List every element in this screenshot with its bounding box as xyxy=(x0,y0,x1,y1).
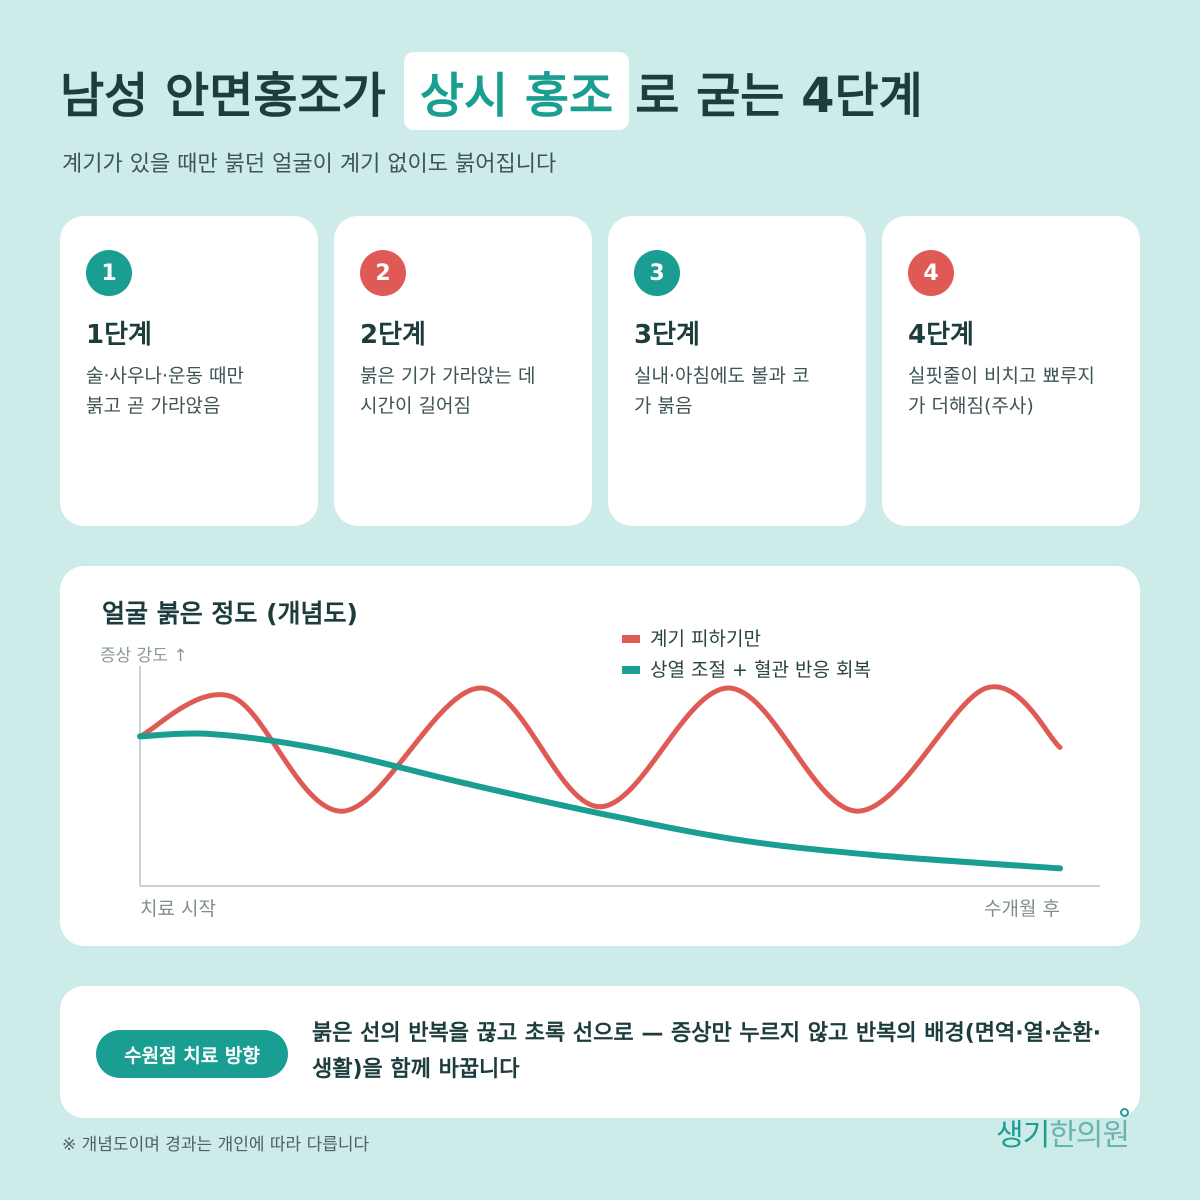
logo-part-2: 한의원 xyxy=(1049,1118,1130,1153)
page-subtitle: 계기가 있을 때만 붉던 얼굴이 계기 없이도 붉어집니다 xyxy=(62,152,557,177)
logo-part-1: 생기 xyxy=(996,1118,1050,1153)
title-highlight: 상시 홍조 xyxy=(403,52,630,130)
step-number-badge: 3 xyxy=(634,250,680,296)
x-axis-start-label: 치료 시작 xyxy=(140,898,216,920)
step-number-badge: 2 xyxy=(360,250,406,296)
page-title: 남성 안면홍조가 상시 홍조 로 굳는 4단계 xyxy=(60,52,923,130)
series-line-heat-and-vessel-recovery xyxy=(137,730,1063,872)
step-card-2: 2 2단계 붉은 기가 가라앉는 데 시간이 길어짐 xyxy=(334,216,592,526)
step-description: 실핏줄이 비치고 뾰루지 가 더해짐(주사) xyxy=(908,361,1114,421)
logo-dot-icon xyxy=(1120,1108,1129,1117)
step-title: 1단계 xyxy=(86,320,152,350)
step-card-4: 4 4단계 실핏줄이 비치고 뾰루지 가 더해짐(주사) xyxy=(882,216,1140,526)
step-card-3: 3 3단계 실내·아침에도 볼과 코 가 붉음 xyxy=(608,216,866,526)
chart-title: 얼굴 붉은 정도 (개념도) xyxy=(102,599,358,628)
step-description-line: 실핏줄이 비치고 뾰루지 xyxy=(908,365,1095,387)
x-axis-end-label: 수개월 후 xyxy=(984,898,1060,920)
chart-card: 얼굴 붉은 정도 (개념도) 증상 강도 ↑ 치료 시작 수개월 후 계기 피하… xyxy=(60,566,1140,946)
chart-legend: 계기 피하기만 상열 조절 + 혈관 반응 회복 xyxy=(622,628,871,681)
y-axis-label: 증상 강도 ↑ xyxy=(100,646,188,666)
step-description-line: 술·사우나·운동 때만 xyxy=(86,365,244,387)
step-title: 2단계 xyxy=(360,320,426,350)
step-description: 술·사우나·운동 때만 붉고 곧 가라앉음 xyxy=(86,361,292,421)
step-description: 실내·아침에도 볼과 코 가 붉음 xyxy=(634,361,840,421)
step-description-line: 가 더해짐(주사) xyxy=(908,395,1034,417)
brand-logo: 생기한의원 xyxy=(996,1110,1130,1154)
title-text-before: 남성 안면홍조가 xyxy=(60,68,386,124)
step-number-badge: 1 xyxy=(86,250,132,296)
step-title: 3단계 xyxy=(634,320,700,350)
step-card-1: 1 1단계 술·사우나·운동 때만 붉고 곧 가라앉음 xyxy=(60,216,318,526)
step-description: 붉은 기가 가라앉는 데 시간이 길어짐 xyxy=(360,361,566,421)
step-description-line: 붉은 기가 가라앉는 데 xyxy=(360,365,536,387)
series-line-trigger-avoid-only xyxy=(137,684,1063,814)
step-cards: 1 1단계 술·사우나·운동 때만 붉고 곧 가라앉음 2 2단계 붉은 기가 … xyxy=(60,216,1140,526)
legend-label-teal: 상열 조절 + 혈관 반응 회복 xyxy=(650,659,871,681)
step-description-line: 붉고 곧 가라앉음 xyxy=(86,395,221,417)
chart-plot: 증상 강도 ↑ 치료 시작 수개월 후 계기 피하기만 상열 조절 + 혈관 반… xyxy=(100,628,1100,920)
legend-label-red: 계기 피하기만 xyxy=(650,628,761,650)
title-text-after: 로 굳는 4단계 xyxy=(635,68,923,124)
step-description-line: 실내·아침에도 볼과 코 xyxy=(634,365,810,387)
step-description-line: 가 붉음 xyxy=(634,395,693,417)
footnote: ※ 개념도이며 경과는 개인에 따라 다릅니다 xyxy=(62,1135,370,1155)
step-number-badge: 4 xyxy=(908,250,954,296)
callout-text: 붉은 선의 반복을 끊고 초록 선으로 — 증상만 누르지 않고 반복의 배경(… xyxy=(312,1021,1102,1082)
callout-label-badge: 수원점 치료 방향 xyxy=(96,1030,288,1078)
callout-card: 수원점 치료 방향 붉은 선의 반복을 끊고 초록 선으로 — 증상만 누르지 … xyxy=(60,986,1140,1118)
step-description-line: 시간이 길어짐 xyxy=(360,395,471,417)
step-title: 4단계 xyxy=(908,320,974,350)
